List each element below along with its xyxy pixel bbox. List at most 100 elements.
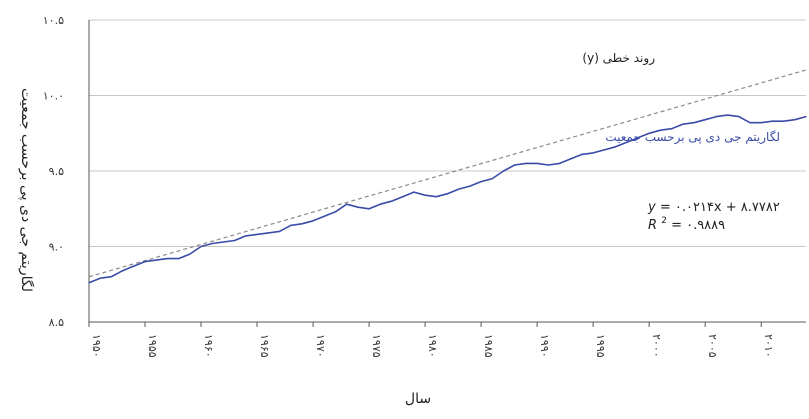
data-point (211, 242, 213, 245)
data-point (603, 149, 605, 151)
data-point (222, 241, 225, 243)
y-axis-title: لگاریتم جی دی پی برحسب جمعیت (18, 88, 35, 292)
data-point (682, 123, 684, 125)
r2-prefix: R (648, 218, 657, 233)
x-tick-label: ۱۹۵۰ (90, 334, 103, 358)
data-point (110, 276, 113, 278)
data-point (726, 114, 729, 116)
x-axis-title: سال (405, 391, 431, 407)
trendline (88, 69, 807, 278)
series-group (88, 114, 807, 284)
data-point (178, 257, 180, 260)
data-point (614, 146, 617, 148)
data-point (502, 170, 505, 172)
x-tick-label: ۱۹۹۵ (594, 334, 607, 358)
data-point (592, 152, 594, 154)
data-point (200, 245, 202, 248)
data-point (189, 253, 191, 255)
series-label: لگاریتم جی دی پی برحسب جمعیت (605, 130, 780, 145)
r2-sup: 2 (661, 216, 667, 226)
data-point (536, 162, 538, 165)
x-tick-label: ۱۹۸۵ (482, 334, 495, 358)
x-tick-label: ۱۹۷۵ (370, 334, 383, 358)
x-tick-label: ۱۹۹۰ (538, 334, 551, 358)
data-point (312, 220, 314, 222)
data-point (637, 137, 639, 139)
data-point (738, 116, 740, 118)
data-point (659, 129, 661, 131)
grid-lines (89, 19, 806, 247)
data-point (357, 206, 359, 208)
x-tick-label: ۱۹۶۵ (258, 334, 271, 358)
data-point (469, 185, 471, 187)
x-tick-labels: ۱۹۵۰ ۱۹۵۵ ۱۹۶۰ ۱۹۶۵ ۱۹۷۰ ۱۹۷۵ ۱۹۸۰ ۱۹۸۵ ۱۹۹۰ ۱۹۹۵… (90, 334, 775, 358)
x-tick-label: ۲۰۱۰ (762, 334, 775, 358)
x-tick-label: ۱۹۵۵ (146, 334, 159, 358)
data-point (133, 265, 135, 267)
data-point (514, 164, 516, 166)
data-point (144, 261, 146, 263)
data-point (413, 191, 415, 193)
r2-rhs: = ۰.۹۸۸۹ (671, 218, 725, 233)
data-point (346, 203, 348, 205)
data-point (547, 164, 549, 166)
trend-label: روند خطی (y) (582, 51, 655, 66)
y-tick-labels: ۸.۵ ۹.۰ ۹.۵ ۱۰.۰ ۱۰.۵ (43, 14, 64, 329)
y-tick-label: ۹.۰ (49, 241, 64, 254)
data-point (794, 119, 796, 121)
data-point (278, 230, 281, 232)
data-point (525, 162, 527, 165)
data-point (290, 224, 292, 226)
data-point (256, 233, 258, 236)
data-point (626, 141, 628, 143)
data-point (122, 270, 124, 272)
data-point (390, 200, 393, 202)
data-point (760, 122, 762, 124)
y-tick-label: ۱۰.۵ (43, 14, 64, 27)
data-point (648, 132, 650, 134)
data-point (749, 122, 751, 124)
data-point (267, 232, 269, 234)
data-point (99, 277, 101, 279)
data-point (570, 158, 572, 160)
x-tick-label: ۱۹۸۰ (426, 334, 439, 358)
axes (88, 20, 806, 327)
data-point (491, 177, 493, 180)
y-tick-label: ۹.۵ (49, 165, 64, 178)
data-point (245, 235, 247, 237)
data-point (558, 162, 561, 165)
x-tick-label: ۲۰۰۰ (650, 334, 663, 358)
y-tick-label: ۸.۵ (49, 316, 64, 329)
data-point (480, 180, 482, 183)
data-point (435, 196, 437, 198)
data-point (88, 282, 90, 284)
data-point (155, 259, 157, 261)
data-point (581, 153, 583, 155)
r-squared: R 2 = ۰.۹۸۸۹ (648, 212, 725, 233)
data-point (379, 203, 381, 205)
x-tick-label: ۲۰۰۵ (706, 334, 719, 358)
data-point (782, 120, 785, 122)
equation: y = ۰.۰۲۱۴x + ۸.۷۷۸۲ (647, 200, 780, 215)
x-tick-label: ۱۹۶۰ (202, 334, 215, 358)
data-point (704, 119, 706, 121)
data-point (323, 215, 325, 217)
data-point (715, 116, 717, 118)
data-point (805, 116, 807, 118)
data-point (368, 208, 370, 210)
equation-prefix: y (647, 200, 656, 215)
y-tick-label: ۱۰.۰ (43, 90, 64, 103)
data-point (234, 239, 236, 242)
data-point (334, 211, 337, 213)
equation-rhs: = ۰.۰۲۱۴x + ۸.۷۷۸۲ (660, 200, 780, 215)
data-point (670, 128, 673, 130)
data-point (166, 257, 169, 260)
data-point (446, 193, 449, 195)
data-point (458, 188, 460, 190)
trendline-group (88, 69, 807, 278)
x-tick-label: ۱۹۷۰ (314, 334, 327, 358)
data-point (693, 122, 695, 124)
data-point (424, 194, 426, 196)
data-point (771, 120, 773, 122)
